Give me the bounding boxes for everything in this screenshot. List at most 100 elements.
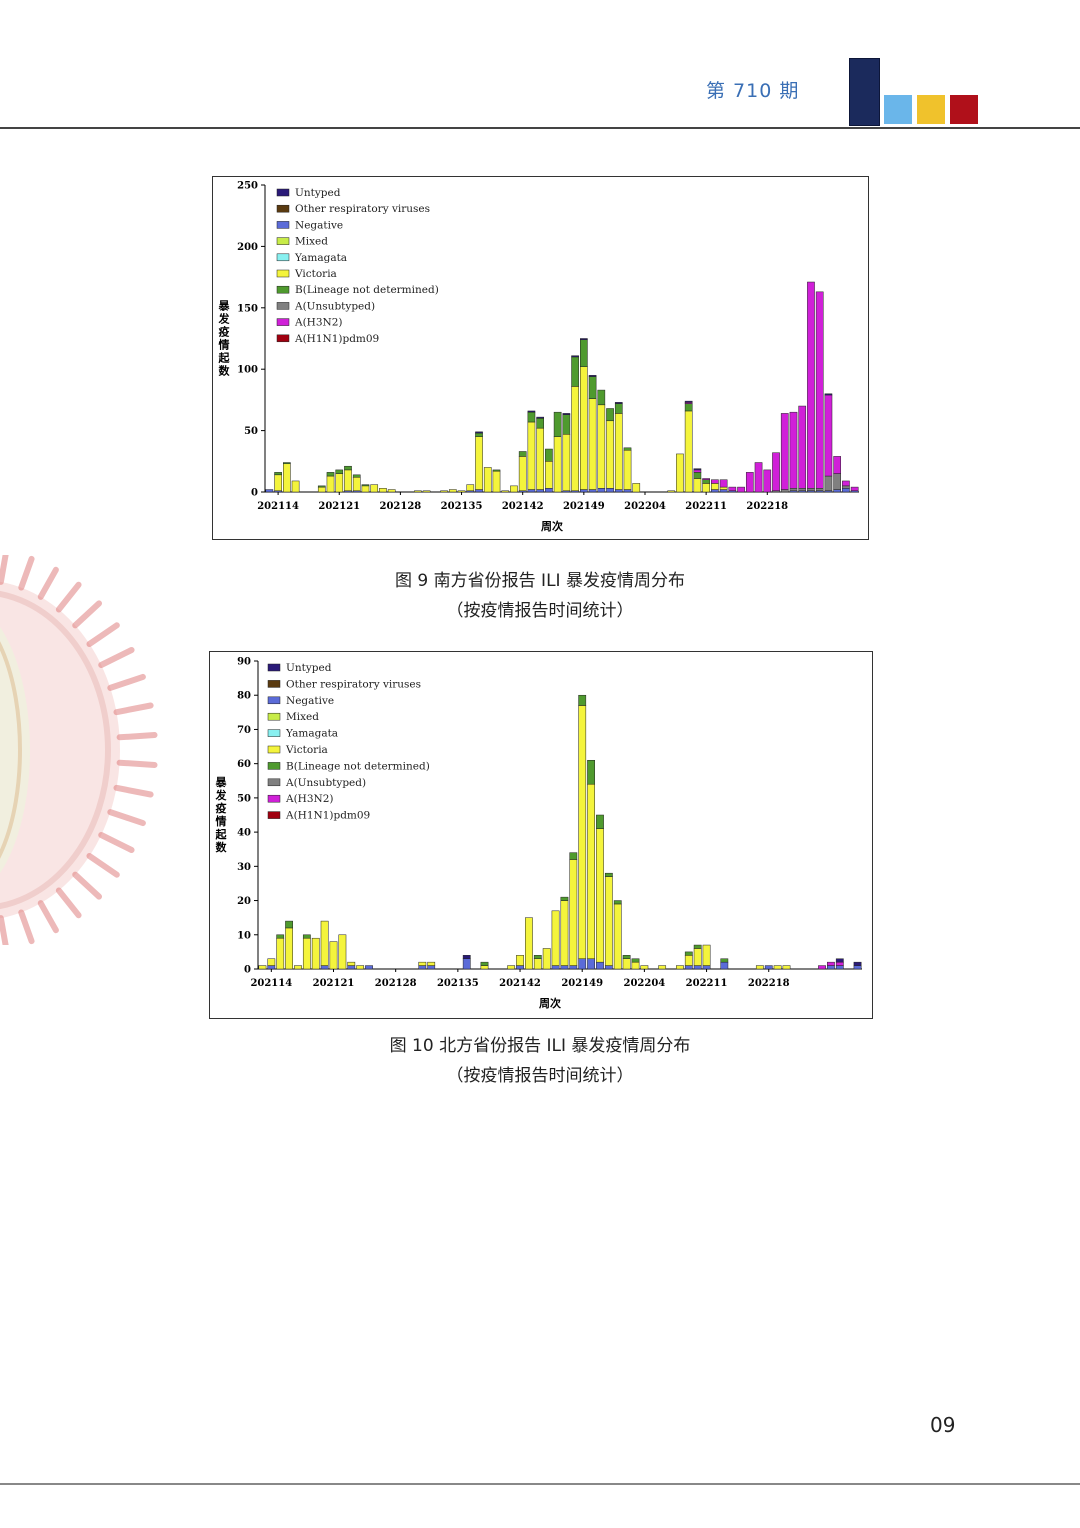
legend-swatch (276, 318, 290, 326)
bar-segment (365, 965, 373, 970)
bar-segment (754, 462, 763, 493)
bar-segment (737, 486, 745, 493)
figure-9-subcaption: （按疫情报告时间统计） (446, 601, 634, 621)
bar-segment (553, 436, 562, 493)
bar-segment (693, 965, 702, 970)
y-axis-label-char: 疫 (219, 325, 230, 339)
page-number: 09 (930, 1413, 956, 1437)
bar-segment (835, 961, 844, 966)
bar-segment (853, 961, 862, 966)
y-tick-label: 250 (237, 181, 258, 192)
virus-spike (55, 887, 82, 919)
bar-segment (571, 355, 579, 358)
bar-segment (728, 486, 737, 492)
bar-segment (274, 474, 282, 492)
legend-label: Victoria (294, 268, 337, 280)
bar-segment (606, 408, 614, 422)
y-axis-label-char: 情 (219, 338, 230, 352)
x-tick-label: 202204 (624, 978, 666, 989)
bar-segment (780, 489, 789, 493)
x-tick-label: 202211 (685, 501, 727, 512)
x-tick-label: 202135 (441, 501, 483, 512)
bar-segment (492, 470, 501, 493)
y-tick-label: 0 (251, 488, 258, 499)
bar-segment (842, 485, 850, 489)
y-tick-label: 50 (237, 793, 251, 804)
y-tick-label: 60 (237, 759, 251, 770)
legend-label: Yamagata (285, 728, 338, 740)
virus-spike (0, 915, 9, 945)
legend-swatch (276, 221, 290, 229)
bar-segment (782, 965, 791, 970)
bar-segment (492, 469, 501, 472)
bar-segment (533, 955, 542, 959)
bar-segment (475, 436, 483, 490)
bar-segment (853, 965, 862, 970)
legend-swatch (267, 745, 281, 754)
y-tick-label: 80 (237, 691, 251, 702)
bar-segment (597, 404, 606, 489)
bar-segment (578, 958, 587, 970)
bar-segment (623, 447, 632, 451)
virus-spike (107, 809, 146, 827)
x-tick-label: 202149 (561, 978, 603, 989)
x-tick-label: 202128 (375, 978, 417, 989)
bar-segment (475, 432, 483, 437)
bar-segment (833, 473, 841, 490)
bar-segment (578, 694, 587, 706)
bar-segment (518, 456, 527, 492)
bar-segment (755, 965, 764, 970)
x-tick-label: 202121 (318, 501, 360, 512)
bar-segment (824, 394, 833, 477)
bar-segment (719, 486, 728, 490)
header-sky-block (884, 95, 912, 124)
x-tick-label: 202128 (380, 501, 422, 512)
figure-10-caption: 图 10 北方省份报告 ILI 暴发疫情周分布 (389, 1036, 691, 1056)
legend-label: A(H3N2) (285, 793, 333, 805)
bar-segment (510, 485, 518, 493)
virus-spike (98, 647, 135, 668)
bar-segment (291, 480, 300, 493)
virus-spike (86, 852, 120, 878)
chart-north-ili-outbreaks: 0 10 20 30 40 50 60 70 80 90 202114 202121 202128 202… (209, 651, 873, 1019)
bar-segment (702, 479, 710, 484)
bar-segment (326, 475, 335, 493)
bar-segment (824, 393, 833, 396)
bar-segment (545, 448, 553, 462)
bar-segment (356, 965, 365, 970)
bar-segment (764, 965, 773, 970)
bar-segment (326, 472, 335, 477)
bar-segment (562, 414, 571, 435)
bar-segment (545, 461, 553, 489)
bar-segment (631, 958, 640, 963)
bar-segment (516, 965, 524, 970)
bar-segment (335, 469, 344, 474)
bar-segment (379, 488, 387, 493)
bar-segment (640, 965, 649, 970)
figure-9-caption: 图 9 南方省份报告 ILI 暴发疫情周分布 (395, 571, 685, 591)
bar-segment (693, 944, 702, 949)
bar-segment (719, 479, 728, 488)
bar-segment (763, 469, 772, 493)
x-axis-label: 周次 (539, 996, 561, 1010)
bar-segment (580, 489, 588, 493)
y-tick-label: 0 (244, 965, 251, 976)
legend-swatch (267, 794, 281, 803)
bar-segment (604, 876, 613, 966)
bar-segment (614, 413, 623, 490)
virus-spike (0, 555, 9, 585)
bar-segment (501, 490, 510, 493)
bar-segment (824, 475, 833, 492)
bar-segment (527, 410, 536, 413)
bar-segment (745, 472, 754, 493)
legend-swatch (267, 811, 281, 819)
x-tick-label: 202204 (624, 501, 666, 512)
bar-segment (587, 759, 595, 785)
bar-segment (815, 488, 824, 492)
bar-segment (667, 490, 676, 493)
bar-segment (588, 398, 597, 490)
bar-segment (702, 944, 711, 966)
bar-segment (614, 489, 623, 493)
bar-segment (711, 489, 719, 493)
bar-segment (596, 814, 604, 829)
